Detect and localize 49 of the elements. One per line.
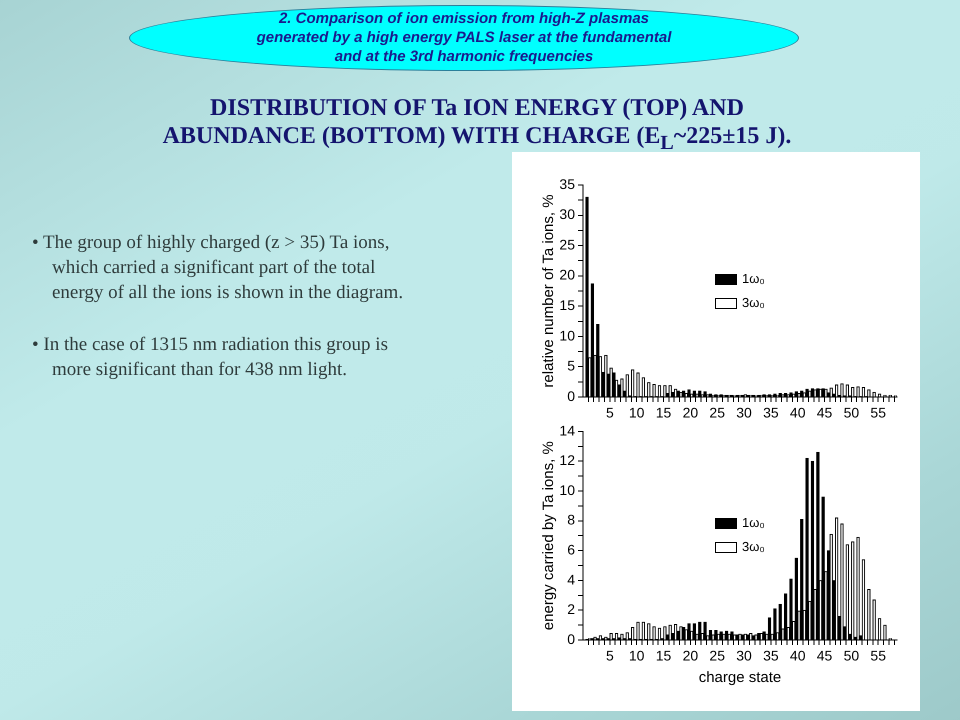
legend-label: 1ω₀ [742,271,765,286]
x-tick-label: 20 [682,647,698,664]
x-axis-title: charge state [698,669,782,686]
y-tick-label: 12 [559,452,576,468]
y-tick-label: 25 [559,236,576,252]
chart-title: DISTRIBUTION OF Ta ION ENERGY (TOP) AND ABUNDANCE (BOTTOM) WITH CHARGE (E$_{L}$~225±15 J). [162,94,792,156]
y-tick-label: 10 [559,327,576,344]
y-tick-label: 4 [567,571,576,588]
x-tick-label: 40 [790,404,806,420]
x-tick-label: 5 [606,647,614,664]
y-axis-title: relative number of Ta ions, % [540,194,558,388]
y-tick-label: 2 [567,601,576,618]
y-tick-label: 0 [567,388,576,404]
x-tick-label: 50 [844,647,860,664]
y-tick-label: 14 [559,422,576,438]
x-tick-label: 10 [628,404,645,420]
x-tick-label: 25 [709,404,726,420]
x-tick-label: 40 [790,647,806,664]
text: • In the case of 1315 nm radiation this group is more significant than for 438 nm light. [32,333,389,382]
y-tick-label: 15 [559,297,576,313]
x-tick-label: 15 [656,647,672,664]
y-tick-label: 6 [567,541,576,558]
y-tick-label: 35 [559,176,576,192]
x-tick-label: 30 [736,404,752,420]
x-tick-label: 35 [763,404,779,420]
text: • The group of highly charged (z > 35) Ta ions, which carried a significant part of the total energy of all the ions is shown in the diagram. [32,231,404,305]
legend-label: 3ω₀ [742,539,765,554]
x-tick-label: 25 [709,647,726,664]
y-tick-label: 5 [567,358,576,374]
chart-subtitle: 2. Comparison of ion emission from high-Z plasmas generated by a high energy PALS laser at the fundamental and at the 3rd harmonic frequencies [256,9,673,66]
x-tick-label: 30 [736,647,752,664]
x-tick-label: 20 [682,404,698,420]
x-tick-label: 55 [870,404,886,420]
x-tick-label: 45 [816,647,833,664]
x-tick-label: 10 [628,647,645,664]
x-tick-label: 45 [816,404,833,420]
x-tick-label: 50 [844,404,860,420]
x-tick-label: 5 [606,404,614,420]
y-tick-label: 20 [559,266,576,283]
y-axis-title: energy carried by Ta ions, % [540,441,558,630]
x-tick-label: 35 [763,647,779,664]
legend-label: 1ω₀ [742,515,765,530]
y-tick-label: 0 [567,630,576,647]
legend-label: 3ω₀ [742,295,765,310]
y-tick-label: 8 [567,512,576,528]
x-tick-label: 55 [870,647,886,664]
y-tick-label: 10 [559,482,576,498]
x-tick-label: 15 [656,404,672,420]
y-tick-label: 30 [559,206,576,222]
